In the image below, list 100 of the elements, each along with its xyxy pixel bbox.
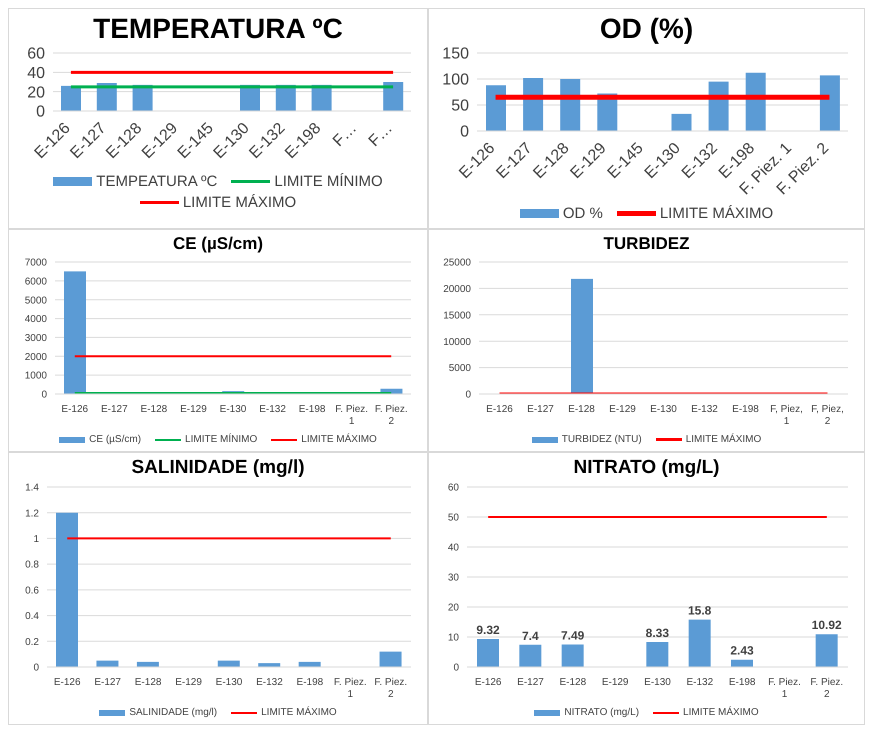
x-tick-label: E-130 bbox=[220, 404, 247, 415]
y-tick-label: 0 bbox=[41, 390, 48, 401]
x-tick-label: E-198 bbox=[298, 404, 326, 415]
legend-label: TEMPEATURA ºC bbox=[96, 173, 218, 190]
x-tick-label: E-129 bbox=[609, 404, 636, 415]
chart-title: NITRATO (mg/L) bbox=[572, 457, 720, 479]
y-tick-label: 0 bbox=[36, 104, 46, 121]
x-tick-label: E-132 bbox=[691, 404, 718, 415]
legend-label: LIMITE MÁXIMO bbox=[261, 707, 337, 718]
x-tick-label: E-127 bbox=[94, 677, 122, 688]
x-tick-label: E-126 bbox=[486, 404, 514, 415]
x-tick-label: E-130 bbox=[216, 677, 243, 688]
x-tick-label: E-198 bbox=[296, 677, 324, 688]
y-tick-label: 100 bbox=[442, 72, 470, 89]
x-tick-label: E-198 bbox=[728, 677, 756, 688]
bar bbox=[731, 660, 753, 667]
legend-label: LIMITE MÁXIMO bbox=[182, 194, 296, 211]
bar bbox=[562, 644, 584, 667]
y-tick-label: 1.2 bbox=[25, 508, 40, 520]
y-tick-label: 15000 bbox=[443, 310, 472, 322]
x-tick-label: E-128 bbox=[568, 404, 596, 415]
x-tick-label: E-132 bbox=[686, 677, 714, 688]
x-tick-label: F… bbox=[330, 120, 360, 150]
y-tick-label: 4000 bbox=[24, 314, 48, 326]
y-tick-label: 5000 bbox=[448, 363, 472, 374]
x-tick-label: F. Piez. 2 bbox=[374, 404, 408, 427]
x-tick-label: E-198 bbox=[732, 404, 760, 415]
x-tick-label: E-128 bbox=[140, 404, 168, 415]
y-tick-label: 50 bbox=[448, 512, 460, 524]
y-tick-label: 20000 bbox=[443, 284, 472, 295]
data-label: 7.49 bbox=[560, 628, 585, 643]
bar bbox=[672, 114, 692, 131]
x-tick-label: F. Piez. 2 bbox=[810, 677, 844, 700]
y-tick-label: 0 bbox=[465, 390, 472, 401]
y-tick-label: 60 bbox=[448, 482, 460, 494]
x-tick-label: F. Piez. 1 bbox=[335, 404, 368, 427]
x-tick-label: E-128 bbox=[559, 677, 587, 688]
y-tick-label: 10000 bbox=[443, 336, 472, 348]
bar bbox=[523, 78, 544, 131]
y-tick-label: 0.8 bbox=[25, 560, 40, 571]
bar bbox=[64, 271, 86, 394]
bar bbox=[96, 660, 118, 667]
legend-label: LIMITE MÁXIMO bbox=[683, 707, 759, 718]
legend-label: LIMITE MÁXIMO bbox=[301, 434, 377, 445]
bar bbox=[820, 75, 840, 131]
y-tick-label: 5000 bbox=[24, 295, 48, 306]
x-tick-label: F… bbox=[366, 120, 396, 150]
y-tick-label: 60 bbox=[27, 46, 46, 63]
legend-label: LIMITE MÍNIMO bbox=[274, 173, 383, 190]
bar bbox=[258, 663, 280, 667]
bar bbox=[746, 72, 766, 131]
y-tick-label: 2000 bbox=[24, 352, 48, 363]
x-tick-label: F, Piez, 2 bbox=[811, 404, 844, 427]
y-tick-label: 10 bbox=[448, 632, 460, 644]
legend-label: SALINIDADE (mg/l) bbox=[129, 707, 218, 718]
chart-title: CE (µS/cm) bbox=[172, 234, 264, 254]
y-tick-label: 1000 bbox=[24, 370, 48, 382]
legend-label: LIMITE MÁXIMO bbox=[686, 434, 762, 445]
y-tick-label: 20 bbox=[27, 84, 46, 102]
y-tick-label: 20 bbox=[448, 602, 460, 614]
bar bbox=[816, 634, 838, 667]
bar bbox=[218, 660, 240, 667]
legend-label: LIMITE MÁXIMO bbox=[660, 205, 774, 222]
y-tick-label: 40 bbox=[448, 542, 460, 554]
chart-title: OD (%) bbox=[598, 13, 694, 45]
x-tick-label: E-128 bbox=[134, 677, 162, 688]
bar bbox=[646, 642, 668, 667]
x-tick-label: E-129 bbox=[175, 677, 202, 688]
x-tick-label: E-126 bbox=[61, 404, 89, 415]
y-tick-label: 6000 bbox=[24, 276, 48, 288]
x-tick-label: E-127 bbox=[527, 404, 554, 415]
y-tick-label: 1.4 bbox=[25, 482, 40, 494]
x-tick-label: F, Piez, 1 bbox=[770, 404, 803, 427]
data-label: 10.92 bbox=[812, 618, 842, 632]
y-tick-label: 0.4 bbox=[25, 611, 40, 622]
y-tick-label: 50 bbox=[451, 98, 470, 115]
x-tick-label: F. Piez. 1 bbox=[334, 677, 367, 700]
x-tick-label: F. Piez. 1 bbox=[768, 677, 801, 700]
x-tick-label: E-126 bbox=[474, 677, 502, 688]
x-tick-label: E-126 bbox=[54, 677, 81, 688]
data-label: 7.4 bbox=[522, 628, 539, 643]
data-label: 8.33 bbox=[646, 626, 670, 640]
bar bbox=[380, 652, 402, 667]
y-tick-label: 0 bbox=[460, 124, 470, 141]
chart-title: TEMPERATURA ºC bbox=[92, 13, 344, 45]
bar bbox=[56, 512, 78, 667]
legend-label: TURBIDEZ (NTU) bbox=[562, 434, 642, 445]
x-tick-label: E-129 bbox=[602, 677, 629, 688]
data-label: 9.32 bbox=[476, 623, 500, 638]
x-tick-label: E-127 bbox=[100, 404, 128, 415]
legend-label: CE (µS/cm) bbox=[89, 434, 142, 445]
y-tick-label: 7000 bbox=[24, 258, 48, 269]
bar bbox=[486, 85, 506, 131]
legend-label: OD % bbox=[562, 205, 603, 222]
x-tick-label: E-127 bbox=[517, 677, 544, 688]
y-tick-label: 25000 bbox=[443, 258, 472, 269]
chart-title: TURBIDEZ bbox=[602, 234, 690, 254]
chart-title: SALINIDADE (mg/l) bbox=[130, 457, 306, 479]
legend-label: NITRATO (mg/L) bbox=[564, 707, 640, 718]
x-tick-label: E-132 bbox=[256, 677, 284, 688]
